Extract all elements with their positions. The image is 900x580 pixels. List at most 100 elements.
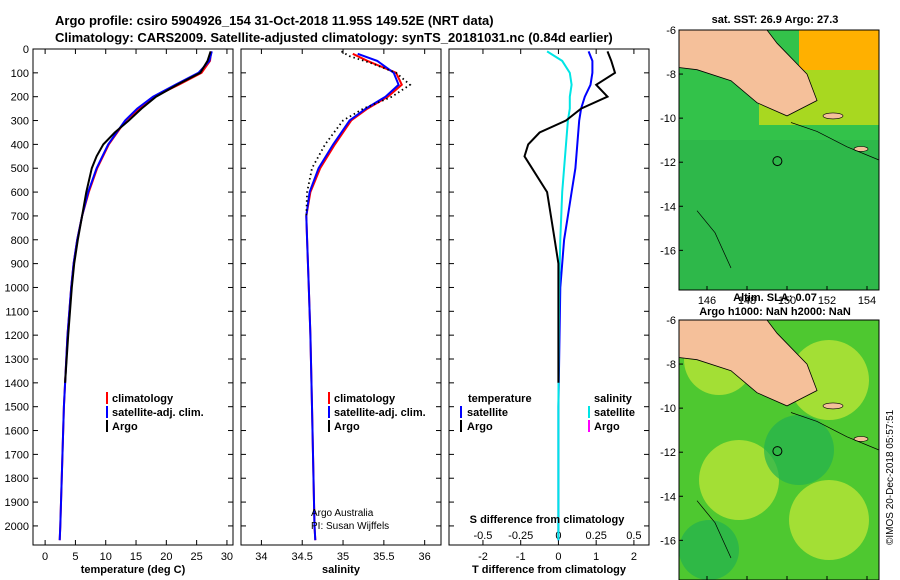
sla-map-subtitle: Argo h1000: NaN h2000: NaN [699,306,851,318]
map-y-tick-label: -8 [666,359,676,371]
legend-t-argo: Argo [467,421,493,433]
depth-contour [790,412,880,451]
argo-position-marker [772,156,783,167]
y-tick-label: 1100 [5,306,29,318]
legend-satellite-adj: satellite-adj. clim. [112,407,204,419]
salinity-xlabel: salinity [322,564,361,576]
y-tick-label: 200 [11,92,29,104]
map-y-tick-label: -16 [660,245,676,257]
legend-t-satellite: satellite [467,407,508,419]
argo-position-marker [772,446,783,457]
x-tick-label: 1 [593,551,599,563]
salinity-legend: climatology satellite-adj. clim. Argo [328,392,426,433]
y-tick-label: 400 [11,139,29,151]
difference-panel [448,48,650,546]
map-y-tick-label: -6 [666,25,676,37]
x-tick-label: -2 [478,551,488,563]
cool-patch [679,140,879,290]
x-tick-label: 0 [42,551,48,563]
difference-legend-right: salinity satellite Argo [588,393,635,433]
legend-argo: Argo [334,421,360,433]
difference-plot: -2 -1 0 1 2-0.5 -0.25 0 0.25 0.5 [449,48,649,563]
legend-satellite-adj: satellite-adj. clim. [334,407,426,419]
map-x-tick-label: 146 [698,295,716,307]
legend-temperature-title: temperature [468,393,532,405]
top-tick-label: 0.25 [585,530,606,542]
y-tick-label: 700 [11,211,29,223]
y-tick-label: 1600 [5,426,29,438]
sla-blob [789,340,869,420]
imos-credit: ©IMOS 20-Dec-2018 05:57:51 [885,409,896,545]
island [822,112,844,120]
y-tick-label: 1500 [5,402,29,414]
sla-blob [789,480,869,560]
land-png [678,29,818,117]
x-tick-label: 20 [160,551,172,563]
map-x-tick-label: 148 [738,295,756,307]
x-tick-label: 34 [255,551,267,563]
y-tick-label: 1400 [5,378,29,390]
top-tick-label: -0.25 [508,530,533,542]
x-tick-label: 0 [555,551,561,563]
sst-map-title: sat. SST: 26.9 Argo: 27.3 [712,14,839,26]
x-tick-label: -1 [516,551,526,563]
sla-low [764,415,834,485]
x-tick-label: 2 [631,551,637,563]
depth-contour [696,210,732,269]
x-tick-label: 5 [72,551,78,563]
y-tick-label: 100 [11,68,29,80]
map-x-tick-label: 152 [818,295,836,307]
map-y-tick-label: -16 [660,535,676,547]
difference-top-xlabel: S difference from climatology [470,514,626,526]
map-y-tick-label: -12 [660,157,676,169]
sst-map: 146 148 150 152 154 -6 -8 -10 -12 -14 -16 [660,25,880,307]
land-png [678,319,818,407]
sla-blob [699,440,779,520]
legend-s-argo: Argo [594,421,620,433]
y-tick-label: 300 [11,116,29,128]
temperature-legend: climatology satellite-adj. clim. Argo [106,392,204,433]
map-y-tick-label: -6 [666,315,676,327]
map-y-tick-label: -8 [666,69,676,81]
y-tick-label: 0 [23,44,29,56]
header-line2: Climatology: CARS2009. Satellite-adjuste… [55,30,613,45]
y-tick-label: 900 [11,259,29,271]
x-tick-label: 30 [221,551,233,563]
y-tick-label: 1900 [5,497,29,509]
series-argo-t [523,51,617,383]
legend-climatology: climatology [112,393,174,405]
map-x-tick-label: 154 [858,295,876,307]
top-tick-label: 0.5 [626,530,641,542]
depth-contour [790,122,880,161]
top-tick-label: -0.5 [473,530,492,542]
island [822,402,844,410]
salinity-plot: 34 34.5 35 35.5 36 [241,48,441,563]
y-tick-label: 800 [11,235,29,247]
header-line1: Argo profile: csiro 5904926_154 31-Oct-2… [55,13,494,28]
island [853,146,869,152]
pi-line2: PI: Susan Wijffels [311,521,389,532]
map-y-tick-label: -10 [660,403,676,415]
legend-argo: Argo [112,421,138,433]
sla-map-title: Altim. SLA: 0.07 [733,292,817,304]
depth-contour [696,500,732,559]
y-tick-label: 1200 [5,330,29,342]
series-argo [64,51,212,383]
pi-line1: Argo Australia [311,508,374,519]
temperature-panel [32,48,234,546]
series-satellite-adj-clim- [305,52,400,541]
map-y-tick-label: -10 [660,113,676,125]
x-tick-label: 25 [191,551,203,563]
salinity-panel [240,48,442,546]
y-tick-label: 1000 [5,282,29,294]
difference-legend-left: temperature satellite Argo [460,393,532,433]
map-y-tick-label: -12 [660,447,676,459]
y-tick-label: 2000 [5,521,29,533]
y-tick-label: 1800 [5,473,29,485]
x-tick-label: 36 [419,551,431,563]
map-frame [678,319,880,580]
series-satellite-t [557,51,594,541]
legend-s-satellite: satellite [594,407,635,419]
temperature-xlabel: temperature (deg C) [81,564,186,576]
